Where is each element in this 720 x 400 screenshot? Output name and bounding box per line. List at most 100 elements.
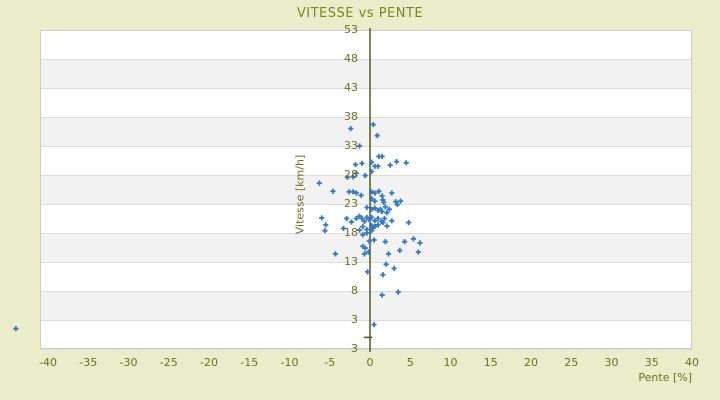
scatter-point [365,269,371,275]
plot-band [40,175,692,204]
scatter-point [316,180,322,186]
scatter-point [369,225,376,231]
scatter-point [397,247,403,253]
scatter-point [406,219,412,226]
scatter-point [369,168,375,175]
scatter-point [330,188,336,194]
x-tick-label: -40 [39,356,58,369]
scatter-point [417,240,423,246]
scatter-point [361,251,367,257]
plot-band [40,59,692,88]
scatter-point [389,218,395,224]
scatter-point [360,224,366,230]
y-tick-label: 3 [351,313,359,326]
scatter-point [350,174,356,180]
scatter-point [362,172,368,179]
scatter-point [361,218,367,224]
x-tick-label: -30 [119,356,138,369]
y-tick-label: 23 [344,197,359,210]
scatter-point [372,218,378,224]
scatter-point [376,188,382,194]
scatter-point [410,236,417,242]
scatter-point [402,239,408,245]
scatter-point [379,292,385,298]
y-tick-label: 48 [344,52,359,65]
scatter-point [332,251,339,257]
y-tick-label: 3 [351,342,359,355]
scatter-point [369,214,375,220]
x-tick-label: 35 [644,356,659,369]
scatter-point [382,239,388,245]
x-tick-label: 5 [406,356,414,369]
scatter-point [364,204,370,211]
x-tick-label: -15 [240,356,259,369]
y-tick-label: 53 [344,23,359,36]
scatter-point [380,272,386,278]
scatter-point [359,215,365,222]
plot-band [40,117,692,146]
scatter-point [393,159,400,165]
scatter-point [362,245,368,251]
scatter-point [371,237,377,243]
scatter-point [375,222,381,228]
scatter-point [319,215,325,221]
x-tick-label: 15 [483,356,498,369]
scatter-point [380,219,386,226]
scatter-point [385,251,392,257]
scatter-point [340,225,347,231]
scatter-point [369,189,375,195]
scatter-point [369,196,375,202]
scatter-point [387,162,393,168]
scatter-point [394,201,400,208]
scatter-point [322,228,328,234]
scatter-point [356,227,363,233]
scatter-point [398,198,404,204]
x-tick-label: 25 [564,356,579,369]
y-tick-label: 38 [344,110,359,123]
scatter-point [381,199,387,205]
plot-band [40,291,692,320]
y-tick-label: 8 [351,284,359,297]
plot-border [40,30,692,349]
scatter-point [370,121,376,128]
scatter-point [366,238,372,244]
scatter-point [344,174,351,180]
scatter-point [353,215,359,222]
scatter-point [386,206,392,212]
x-tick-label: 30 [604,356,619,369]
scatter-point [383,261,389,267]
y-tick-label: 13 [344,255,359,268]
scatter-point [372,198,378,204]
scatter-point [384,210,390,216]
x-tick-label: 10 [443,356,458,369]
scatter-point [372,190,378,196]
scatter-point [389,190,395,196]
y-tick-label: 43 [344,81,359,94]
x-tick-label: -25 [159,356,178,369]
scatter-point [353,190,359,196]
scatter-point [365,249,372,255]
scatter-point [348,219,355,225]
scatter-point [379,208,385,215]
x-tick-label: 20 [524,356,538,369]
scatter-point [384,223,390,229]
x-tick-label: 0 [366,356,374,369]
y-tick-label: 33 [344,139,359,152]
scatter-point [360,232,366,238]
x-tick-label: -5 [324,356,336,369]
y-tick-label: 28 [344,168,359,181]
scatter-point [393,199,399,205]
scatter-point [364,230,370,236]
y-tick-label: 18 [344,226,359,239]
scatter-point [381,215,388,222]
scatter-point [382,204,388,210]
scatter-point [379,153,385,160]
x-tick-label: -35 [79,356,98,369]
y-axis-title: Vitesse [km/h] [293,154,307,235]
scatter-point [359,160,365,166]
scatter-point [358,192,364,198]
scatter-point [369,206,375,212]
x-tick-label: -10 [280,356,299,369]
